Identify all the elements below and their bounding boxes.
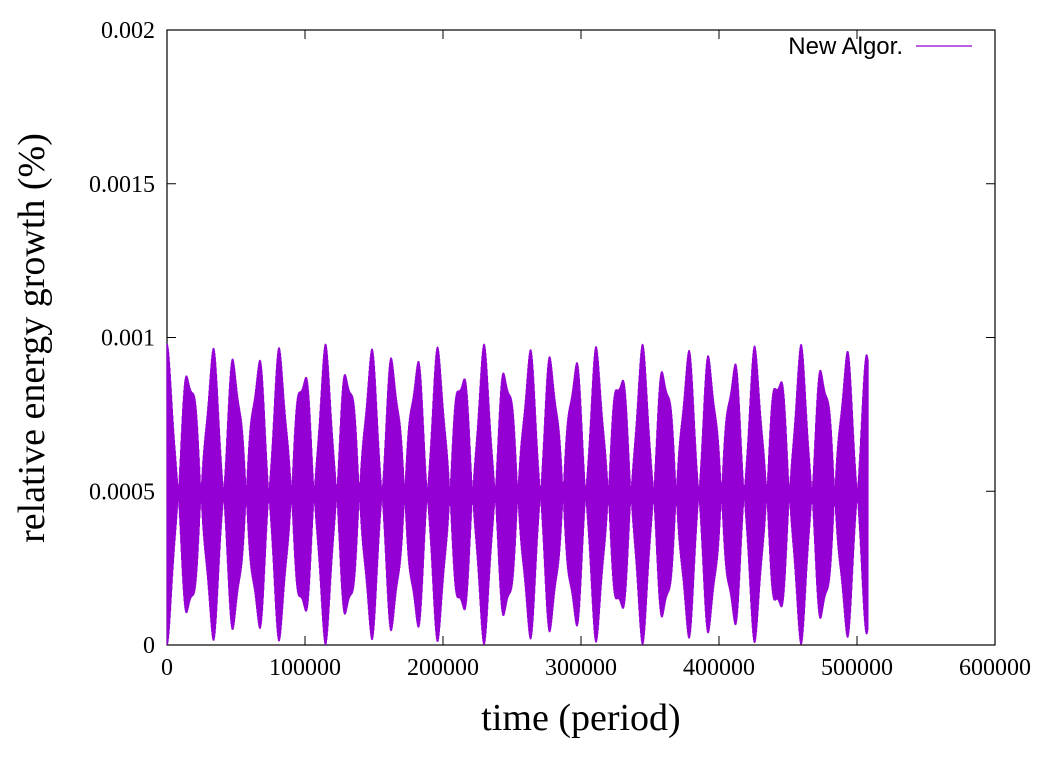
x-axis-title: time (period) xyxy=(481,697,680,739)
y-tick-labels: 0 0.0005 0.001 0.0015 0.002 xyxy=(89,18,155,659)
y-tick-label: 0.001 xyxy=(101,326,155,352)
y-tick-label: 0.0015 xyxy=(89,172,155,198)
x-tick-label: 300000 xyxy=(545,655,617,681)
x-tick-label: 500000 xyxy=(821,655,893,681)
x-tick-label: 200000 xyxy=(407,655,479,681)
x-tick-labels: 0 100000 200000 300000 400000 500000 600000 xyxy=(161,655,1031,681)
legend-label: New Algor. xyxy=(788,33,903,60)
legend: New Algor. xyxy=(788,33,972,60)
x-tick-label: 400000 xyxy=(683,655,755,681)
x-tick-label: 0 xyxy=(161,655,173,681)
series-line-new-algor xyxy=(166,343,869,645)
y-tick-label: 0.0005 xyxy=(89,479,155,505)
x-tick-label: 100000 xyxy=(269,655,341,681)
y-tick-label: 0 xyxy=(143,633,155,659)
y-tick-label: 0.002 xyxy=(101,18,155,44)
x-tick-label: 600000 xyxy=(959,655,1031,681)
y-axis-title: relative energy growth (%) xyxy=(11,133,53,543)
